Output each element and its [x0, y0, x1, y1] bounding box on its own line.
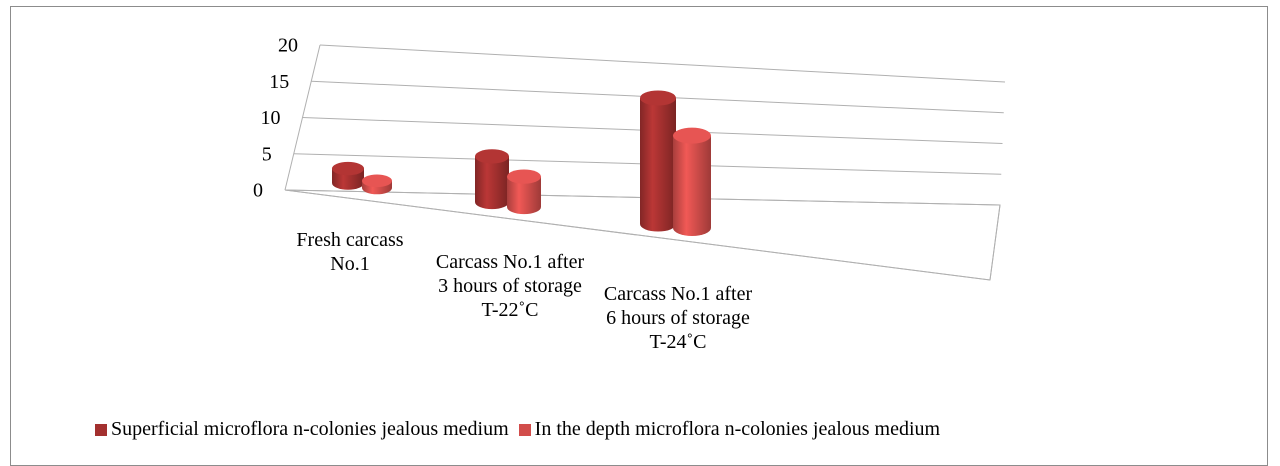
bar-top	[673, 127, 711, 144]
bar	[673, 127, 711, 236]
legend-swatch	[95, 423, 107, 436]
y-tick-label: 0	[253, 180, 263, 202]
bar-top	[362, 174, 392, 188]
legend-item: Superficial microflora n-colonies jealou…	[95, 418, 509, 441]
x-tick-label: Carcass No.1 after 3 hours of storage T-…	[435, 251, 585, 321]
floor-front	[284, 189, 991, 281]
y-tick-label: 10	[261, 107, 281, 129]
bar-body	[507, 176, 541, 215]
bar-body	[640, 98, 676, 232]
legend-label: In the depth microflora n-colonies jealo…	[534, 418, 941, 440]
legend: Superficial microflora n-colonies jealou…	[95, 418, 940, 441]
legend-label: Superficial microflora n-colonies jealou…	[111, 418, 509, 440]
legend-item: In the depth microflora n-colonies jealo…	[518, 418, 941, 441]
x-tick-label: Carcass No.1 after 6 hours of storage T-…	[603, 283, 753, 353]
bar-top	[332, 161, 364, 176]
y-tick-label: 5	[262, 143, 272, 165]
bar-top	[507, 169, 541, 184]
floor-right	[989, 204, 1001, 281]
bar-body	[475, 156, 509, 210]
bar	[475, 149, 509, 210]
y-tick-label: 20	[278, 35, 298, 57]
legend-swatch	[518, 423, 531, 436]
bar	[332, 161, 364, 190]
x-tick-label: Fresh carcass No.1	[296, 229, 404, 275]
bar	[507, 169, 541, 215]
bar-top	[475, 149, 509, 164]
bar-body	[673, 135, 711, 236]
grid-line	[319, 44, 1006, 83]
bar-top	[640, 90, 676, 106]
bar	[640, 90, 676, 232]
bar	[362, 174, 392, 195]
y-tick-label: 15	[269, 71, 289, 93]
